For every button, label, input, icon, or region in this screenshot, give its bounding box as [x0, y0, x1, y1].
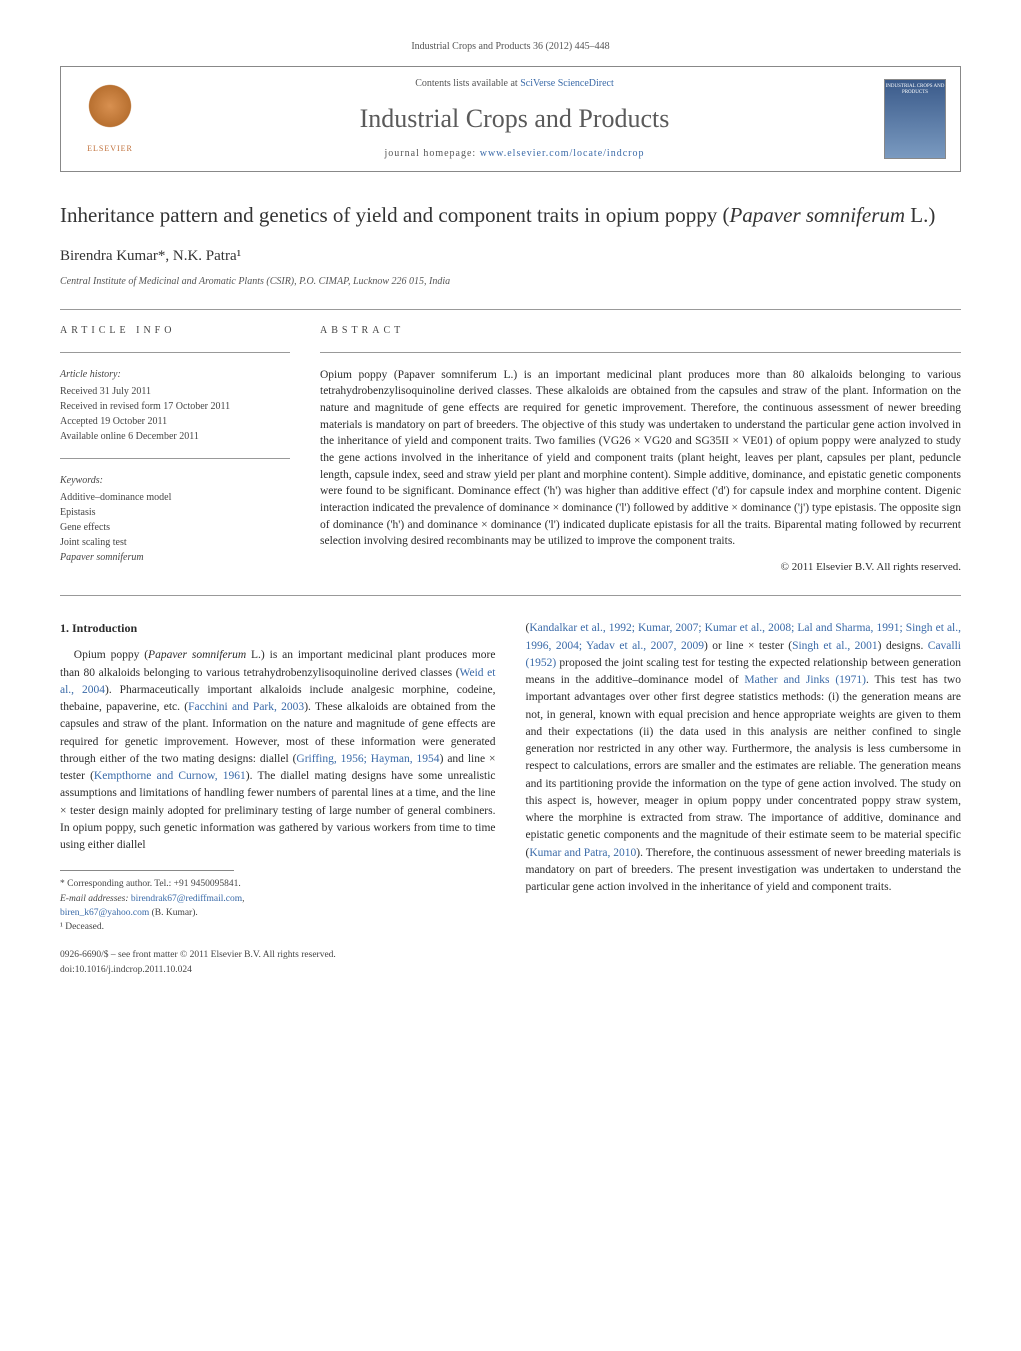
deceased-note: ¹ Deceased. [60, 920, 496, 934]
body-paragraph: (Kandalkar et al., 1992; Kumar, 2007; Ku… [526, 620, 962, 896]
history-item: Available online 6 December 2011 [60, 429, 290, 444]
text: ) or line × tester ( [704, 640, 792, 652]
history-item: Received 31 July 2011 [60, 384, 290, 399]
citation-link[interactable]: Kumar and Patra, 2010 [529, 847, 636, 859]
article-title: Inheritance pattern and genetics of yiel… [60, 202, 961, 229]
abstract-heading: abstract [320, 324, 961, 338]
citation-link[interactable]: Singh et al., 2001 [792, 640, 878, 652]
keyword: Epistasis [60, 505, 290, 520]
title-pre: Inheritance pattern and genetics of yiel… [60, 203, 729, 227]
citation-link[interactable]: Griffing, 1956; Hayman, 1954 [296, 753, 439, 765]
elsevier-label: ELSEVIER [87, 143, 133, 154]
email-sep: , [242, 894, 244, 904]
journal-reference: Industrial Crops and Products 36 (2012) … [60, 40, 961, 54]
species-name: Papaver somniferum [148, 649, 246, 661]
email-link[interactable]: birendrak67@rediffmail.com [131, 894, 242, 904]
journal-title: Industrial Crops and Products [145, 101, 884, 137]
divider [60, 352, 290, 353]
footnotes: * Corresponding author. Tel.: +91 945009… [60, 877, 496, 934]
footnote-separator [60, 870, 234, 871]
copyright: © 2011 Elsevier B.V. All rights reserved… [320, 560, 961, 575]
corresponding-author: * Corresponding author. Tel.: +91 945009… [60, 877, 496, 891]
keywords-block: Keywords: Additive–dominance model Epist… [60, 473, 290, 565]
journal-header-box: ELSEVIER Contents lists available at Sci… [60, 66, 961, 172]
abstract-column: abstract Opium poppy (Papaver somniferum… [320, 324, 961, 576]
article-info-heading: article info [60, 324, 290, 338]
citation-link[interactable]: Mather and Jinks (1971) [744, 674, 866, 686]
header-center: Contents lists available at SciVerse Sci… [145, 77, 884, 161]
homepage-prefix: journal homepage: [385, 148, 480, 159]
info-abstract-row: article info Article history: Received 3… [60, 324, 961, 576]
title-species: Papaver somniferum [729, 203, 905, 227]
title-post: L.) [905, 203, 935, 227]
article-history: Article history: Received 31 July 2011 R… [60, 367, 290, 444]
affiliation: Central Institute of Medicinal and Aroma… [60, 275, 961, 289]
contents-line: Contents lists available at SciVerse Sci… [145, 77, 884, 91]
email-line-2: biren_k67@yahoo.com (B. Kumar). [60, 906, 496, 920]
divider [320, 352, 961, 353]
abstract-text: Opium poppy (Papaver somniferum L.) is a… [320, 367, 961, 550]
keyword: Additive–dominance model [60, 490, 290, 505]
history-item: Received in revised form 17 October 2011 [60, 399, 290, 414]
sciencedirect-link[interactable]: SciVerse ScienceDirect [520, 78, 614, 89]
email-label: E-mail addresses: [60, 894, 131, 904]
journal-cover-thumbnail: INDUSTRIAL CROPS AND PRODUCTS [884, 79, 946, 159]
divider [60, 458, 290, 459]
article-info-column: article info Article history: Received 3… [60, 324, 290, 576]
email-line: E-mail addresses: birendrak67@rediffmail… [60, 892, 496, 906]
authors: Birendra Kumar*, N.K. Patra¹ [60, 246, 961, 267]
journal-cover-label: INDUSTRIAL CROPS AND PRODUCTS [885, 80, 945, 95]
keyword: Joint scaling test [60, 535, 290, 550]
body-column-left: 1. Introduction Opium poppy (Papaver som… [60, 620, 496, 976]
body-column-right: (Kandalkar et al., 1992; Kumar, 2007; Ku… [526, 620, 962, 976]
page-bottom: 0926-6690/$ – see front matter © 2011 El… [60, 948, 496, 977]
keywords-label: Keywords: [60, 473, 290, 488]
contents-prefix: Contents lists available at [415, 78, 520, 89]
email-link[interactable]: biren_k67@yahoo.com [60, 908, 149, 918]
text: ) designs. [878, 640, 928, 652]
issn-line: 0926-6690/$ – see front matter © 2011 El… [60, 948, 496, 962]
body-paragraph: Opium poppy (Papaver somniferum L.) is a… [60, 647, 496, 854]
divider [60, 595, 961, 596]
citation-link[interactable]: Kempthorne and Curnow, 1961 [94, 770, 246, 782]
history-item: Accepted 19 October 2011 [60, 414, 290, 429]
citation-link[interactable]: Facchini and Park, 2003 [188, 701, 304, 713]
doi-line: doi:10.1016/j.indcrop.2011.10.024 [60, 963, 496, 977]
divider [60, 309, 961, 310]
elsevier-tree-icon [85, 84, 135, 139]
text: ). The diallel mating designs have some … [60, 770, 496, 851]
homepage-link[interactable]: www.elsevier.com/locate/indcrop [480, 148, 645, 159]
elsevier-logo: ELSEVIER [75, 79, 145, 159]
email-post: (B. Kumar). [149, 908, 198, 918]
keyword: Papaver somniferum [60, 550, 290, 565]
body-columns: 1. Introduction Opium poppy (Papaver som… [60, 620, 961, 976]
section-heading-intro: 1. Introduction [60, 620, 496, 637]
text: . This test has two important advantages… [526, 674, 962, 859]
text: Opium poppy ( [74, 649, 148, 661]
homepage-line: journal homepage: www.elsevier.com/locat… [145, 147, 884, 161]
keyword: Gene effects [60, 520, 290, 535]
history-label: Article history: [60, 367, 290, 382]
